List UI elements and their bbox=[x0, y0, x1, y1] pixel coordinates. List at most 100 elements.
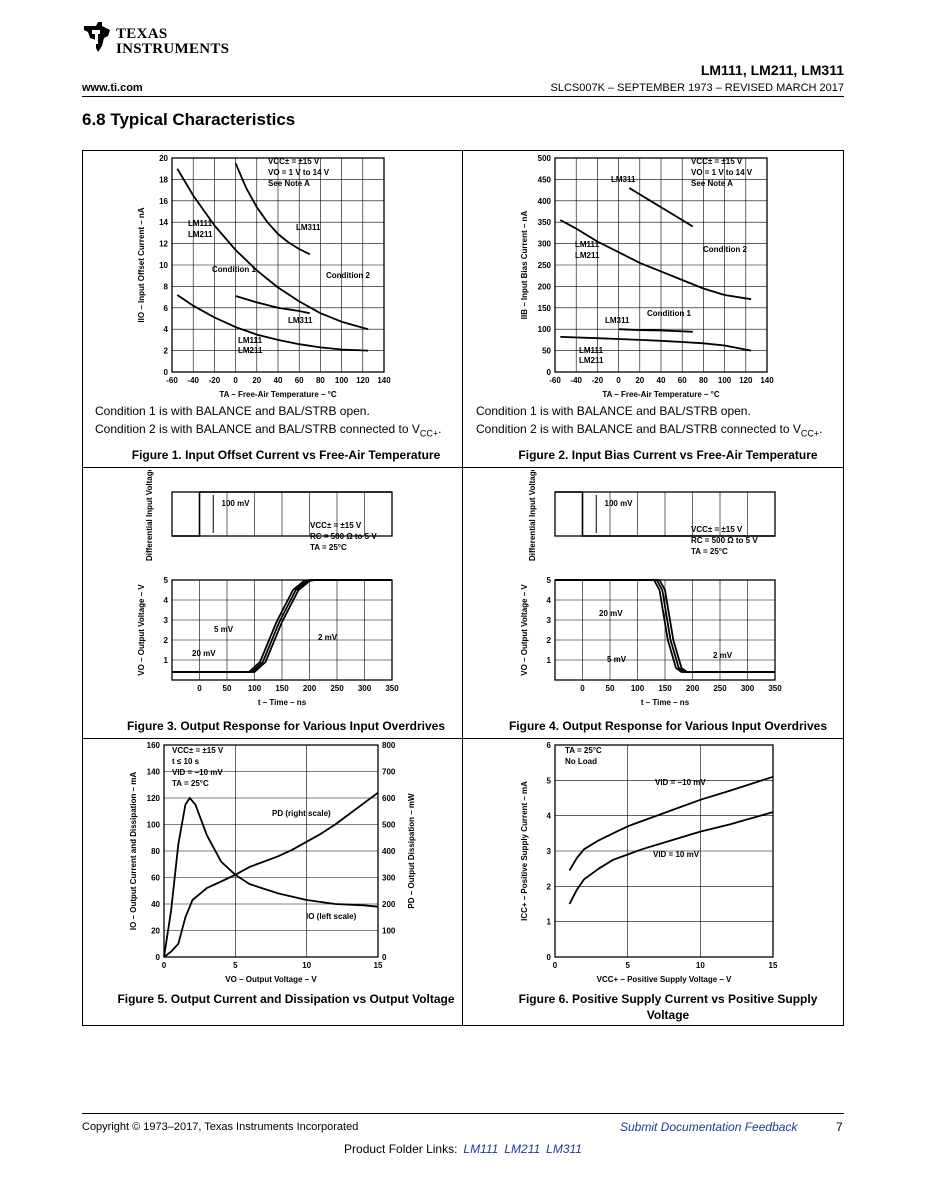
x-tick-label: 10 bbox=[696, 961, 705, 970]
y-tick-label: 4 bbox=[547, 596, 552, 605]
fig1-note1: Condition 1 is with BALANCE and BAL/STRB… bbox=[95, 404, 370, 418]
y-right-tick-label: 800 bbox=[382, 741, 396, 750]
y-tick-label: 100 bbox=[538, 325, 552, 334]
fig4-caption: Figure 4. Output Response for Various In… bbox=[508, 719, 828, 733]
annot-condition1: Condition 1 bbox=[647, 309, 692, 318]
condition-label: See Note A bbox=[691, 179, 733, 188]
x-tick-label: 60 bbox=[295, 376, 304, 385]
annot-lm311-top: LM311 bbox=[611, 175, 636, 184]
condition-label: VO = 1 V to 14 V bbox=[691, 168, 753, 177]
condition-label: VO = 1 V to 14 V bbox=[268, 168, 330, 177]
y-tick-label: 60 bbox=[151, 874, 160, 883]
x-tick-label: 5 bbox=[233, 961, 238, 970]
page-number: 7 bbox=[836, 1120, 843, 1134]
y-tick-label: 10 bbox=[159, 261, 168, 270]
x-tick-label: 140 bbox=[377, 376, 391, 385]
y-tick-label: 2 bbox=[547, 636, 552, 645]
condition-label: VID = −10 mV bbox=[172, 768, 223, 777]
y-tick-label: 5 bbox=[547, 576, 552, 585]
y-tick-label: 1 bbox=[164, 656, 169, 665]
series-label-20mv: 20 mV bbox=[192, 649, 216, 658]
y-tick-label: 150 bbox=[538, 304, 552, 313]
plot-frame bbox=[554, 744, 774, 958]
condition-label: TA = 25°C bbox=[691, 547, 728, 556]
condition-label: RC = 500 Ω to 5 V bbox=[691, 536, 758, 545]
link-lm211[interactable]: LM211 bbox=[504, 1142, 541, 1156]
x-tick-label: 300 bbox=[741, 684, 755, 693]
series-label-20mv: 20 mV bbox=[599, 609, 623, 618]
product-folder-links: Product Folder Links: LM111 LM211 LM311 bbox=[0, 1142, 926, 1156]
y-tick-label: 5 bbox=[547, 776, 552, 785]
input-step-trace bbox=[172, 491, 392, 537]
series-line bbox=[163, 797, 379, 958]
annot-condition1: Condition 1 bbox=[212, 265, 257, 274]
y-right-tick-label: 600 bbox=[382, 794, 396, 803]
series-line bbox=[555, 579, 775, 673]
x-tick-label: -20 bbox=[209, 376, 221, 385]
y-tick-label: 6 bbox=[164, 304, 169, 313]
copyright: Copyright © 1973–2017, Texas Instruments… bbox=[82, 1121, 359, 1133]
annot-condition2: Condition 2 bbox=[703, 245, 748, 254]
fig1-caption: Figure 1. Input Offset Current vs Free-A… bbox=[131, 448, 441, 462]
link-lm111[interactable]: LM111 bbox=[463, 1142, 499, 1156]
series-line bbox=[235, 295, 310, 315]
x-tick-label: 140 bbox=[760, 376, 774, 385]
x-tick-label: 100 bbox=[631, 684, 645, 693]
condition-label: TA = 25°C bbox=[172, 779, 209, 788]
annot-lm211-bottom: LM211 bbox=[579, 356, 604, 365]
grid-divider-vertical bbox=[462, 150, 463, 1026]
y-axis-label: VO – Output Voltage – V bbox=[520, 584, 529, 676]
y-tick-label: 2 bbox=[164, 347, 169, 356]
fig2-note2-end: . bbox=[819, 422, 823, 436]
x-tick-label: 250 bbox=[330, 684, 344, 693]
annot-lm111-bottom: LM111 bbox=[579, 346, 604, 355]
series-label-5mv: 5 mV bbox=[214, 625, 234, 634]
fig2-note2-text: Condition 2 is with BALANCE and BAL/STRB… bbox=[476, 422, 801, 436]
y-tick-label: 140 bbox=[147, 768, 161, 777]
y-tick-label: 6 bbox=[547, 741, 552, 750]
ti-logo[interactable]: TEXAS INSTRUMENTS bbox=[82, 20, 232, 64]
y-axis-label: IIB – Input Bias Current – nA bbox=[520, 211, 529, 320]
y-axis-label-top: Differential Input Voltage bbox=[145, 470, 154, 561]
y-tick-label: 500 bbox=[538, 154, 552, 163]
input-step-trace bbox=[555, 491, 775, 537]
link-lm311[interactable]: LM311 bbox=[546, 1142, 582, 1156]
figure-grid bbox=[82, 150, 844, 1026]
x-axis-label: TA – Free-Air Temperature – °C bbox=[219, 390, 337, 399]
fig2-caption: Figure 2. Input Bias Current vs Free-Air… bbox=[518, 448, 818, 462]
y-tick-label: 0 bbox=[164, 368, 169, 377]
y-tick-label: 20 bbox=[159, 154, 168, 163]
y-right-tick-label: 100 bbox=[382, 927, 396, 936]
y-tick-label: 8 bbox=[164, 282, 169, 291]
y-right-tick-label: 400 bbox=[382, 847, 396, 856]
footer-rule bbox=[82, 1113, 844, 1114]
x-tick-label: 15 bbox=[374, 961, 383, 970]
y-tick-label: 4 bbox=[164, 596, 169, 605]
y-axis-label: IIO – Input Offset Current – nA bbox=[137, 207, 146, 322]
feedback-link[interactable]: Submit Documentation Feedback bbox=[620, 1120, 798, 1134]
y-tick-label: 0 bbox=[156, 953, 161, 962]
x-tick-label: 0 bbox=[553, 961, 558, 970]
chart-figure2: -60 -40 -20 0 20 40 60 80 100 120 140 0 50 100 150 200 2… bbox=[520, 154, 774, 399]
fig5-caption: Figure 5. Output Current and Dissipation… bbox=[117, 992, 455, 1006]
series-line bbox=[172, 579, 392, 673]
chart-figure3: 0 50 100 150 200 250 300 350 1 2 3 4 5 t – Time – ns V… bbox=[137, 470, 399, 707]
site-link[interactable]: www.ti.com bbox=[82, 82, 143, 94]
fig2-note2: Condition 2 is with BALANCE and BAL/STRB… bbox=[476, 422, 822, 438]
y-right-axis-label: PD – Output Dissipation – mW bbox=[407, 793, 416, 909]
chart-figure6: 0 5 10 15 0 1 2 3 4 5 6 VCC+ – Positive Supply Volt… bbox=[520, 741, 778, 984]
y-tick-label: 12 bbox=[159, 240, 168, 249]
brand-line1: TEXAS bbox=[116, 26, 168, 42]
x-tick-label: 300 bbox=[358, 684, 372, 693]
plot-frame bbox=[554, 579, 776, 681]
y-tick-label: 120 bbox=[147, 794, 161, 803]
y-tick-label: 14 bbox=[159, 218, 168, 227]
series-label-pd: PD (right scale) bbox=[272, 809, 331, 818]
y-tick-label: 0 bbox=[547, 368, 552, 377]
x-tick-label: 10 bbox=[302, 961, 311, 970]
y-tick-label: 1 bbox=[547, 918, 552, 927]
x-axis-label: VCC+ – Positive Supply Voltage – V bbox=[597, 975, 732, 984]
y-tick-label: 2 bbox=[164, 636, 169, 645]
section-title: 6.8 Typical Characteristics bbox=[82, 110, 296, 129]
condition-label: TA = 25°C bbox=[310, 543, 347, 552]
